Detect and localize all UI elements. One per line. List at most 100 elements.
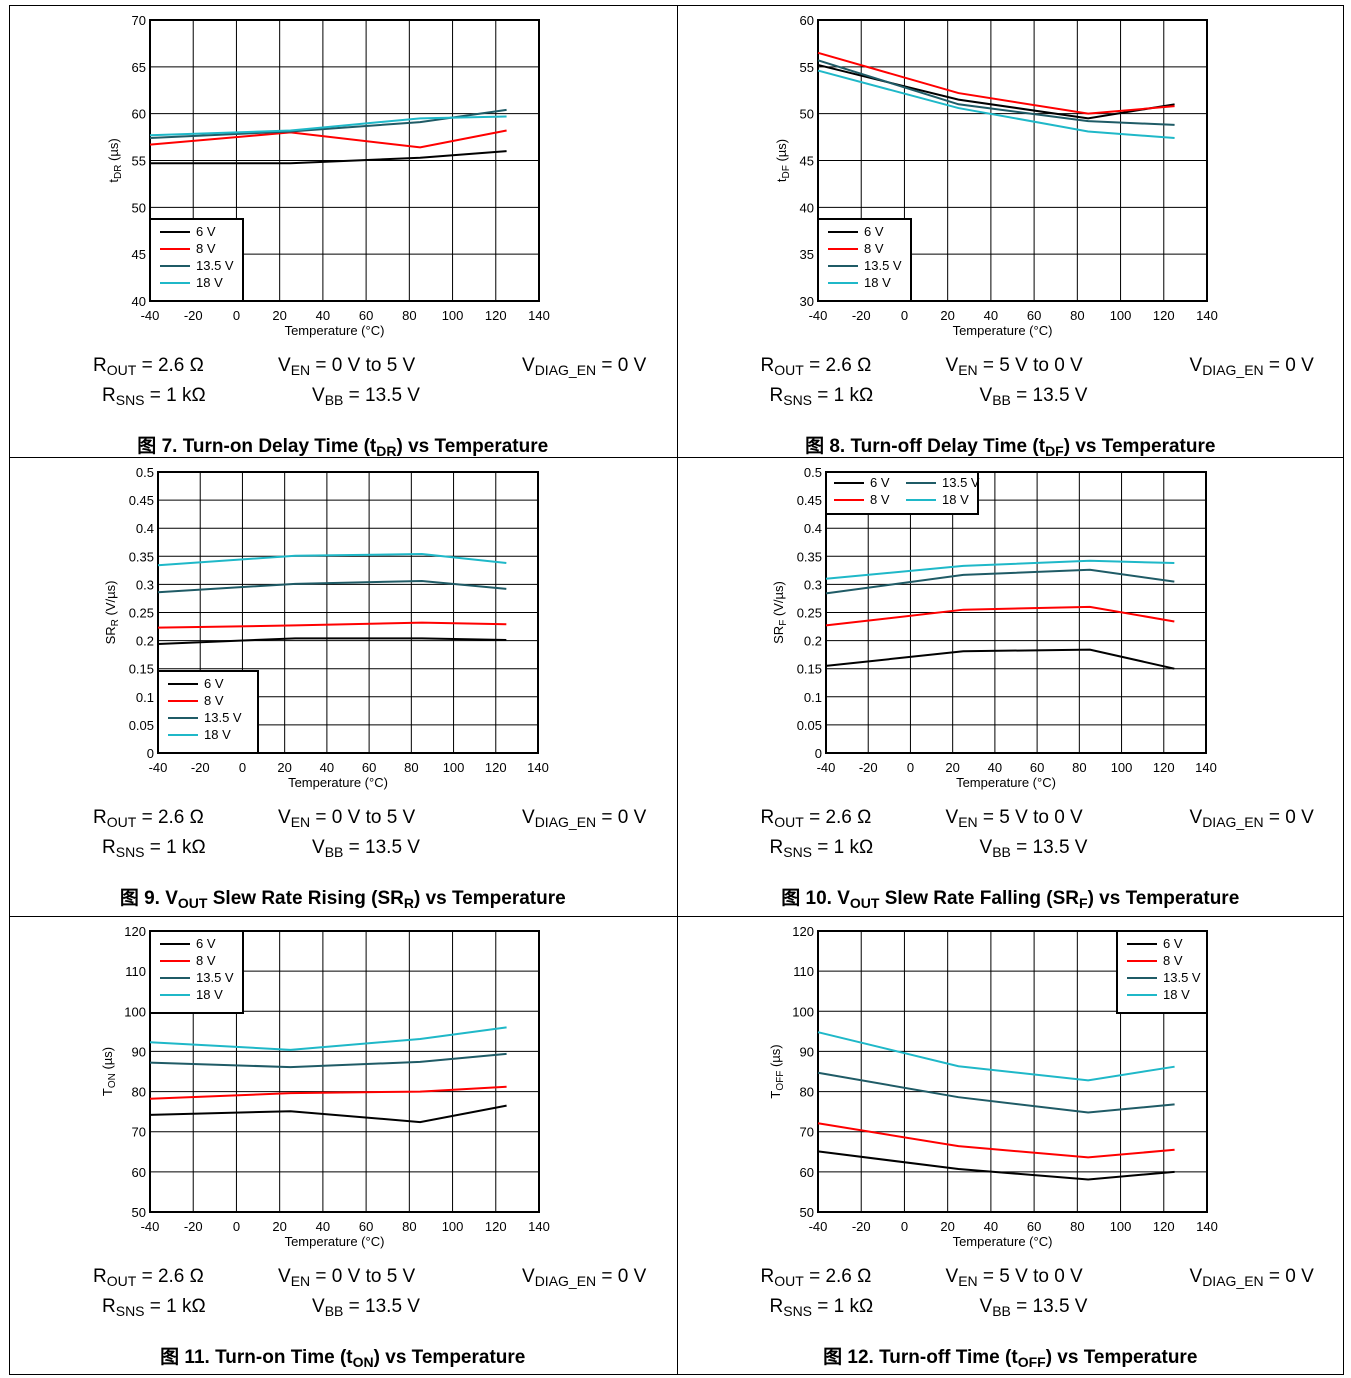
caption-pre: 图 8. Turn-off Delay Time (t (805, 436, 1046, 457)
series-line (149, 1085, 507, 1100)
cond-vbb-sub: BB (324, 1303, 344, 1319)
x-tick-label: 20 (272, 1219, 286, 1234)
chart-2: -40 -20 0 20 40 60 80 100 120 14030354045505560Te… (774, 13, 1218, 338)
cond-rsns-value: = 1 kΩ (144, 385, 206, 406)
x-tick-label: 80 (404, 760, 418, 775)
cond-rsns-value: = 1 kΩ (144, 1296, 206, 1317)
chart-5: -40 -20 0 20 40 60 80 100 120 140 50 60 70 80 90 100 110… (100, 924, 550, 1249)
caption-post-2: ) vs Temperature (413, 888, 566, 909)
series-line (150, 150, 507, 165)
cond-vbb: VBB = 13.5 V (312, 386, 420, 407)
cond-vdiag-en: VDIAG_EN = 0 V (1190, 1267, 1314, 1288)
series-line (149, 1052, 507, 1069)
frame-right (1343, 5, 1344, 1375)
y-axis-label: tDF (µs) (774, 139, 792, 182)
cond-ven-value: = 0 V to 5 V (310, 355, 416, 376)
cond-vdiag-en: VDIAG_EN = 0 V (522, 808, 646, 829)
cond-vbb-symbol: V (979, 385, 993, 406)
legend-label: 6 V (1163, 936, 1183, 951)
y-tick-label: 60 (132, 107, 146, 122)
cond-vbb-symbol: V (979, 837, 993, 858)
x-tick-label: 60 (362, 760, 376, 775)
legend-label: 8 V (204, 693, 224, 708)
cond-rsns-value: = 1 kΩ (144, 837, 206, 858)
chart-cell-4: -40 -20 0 20 40 60 80 100 120 140 0 0.05 0.1 0.15 0.2 0… (677, 457, 1345, 916)
caption-post-2: ) vs Temperature (1087, 888, 1240, 909)
cond-rsns-sub: SNS (783, 392, 813, 408)
cond-vdiag-en-sub: DIAG_EN (534, 1273, 597, 1289)
y-tick-label: 50 (799, 1205, 813, 1220)
legend-box (824, 471, 979, 515)
x-tick-label: 40 (316, 1219, 330, 1234)
x-tick-label: 120 (485, 1219, 507, 1234)
y-axis-label: tDR (µs) (106, 138, 124, 182)
y-tick-label: 0.15 (796, 662, 821, 677)
cond-vdiag-en: VDIAG_EN = 0 V (1190, 808, 1314, 829)
chart-cell-2: -40 -20 0 20 40 60 80 100 120 140 30 35 40 45 50 55 60 Te… (677, 5, 1345, 459)
legend-label: 13.5 V (1163, 970, 1201, 985)
cond-rsns: RSNS = 1 kΩ (102, 1297, 206, 1318)
y-tick-label: 60 (132, 1165, 146, 1180)
cond-ven-value: = 5 V to 0 V (977, 355, 1083, 376)
series-line (157, 580, 507, 594)
cond-rout: ROUT = 2.6 Ω (93, 356, 204, 377)
cond-vbb-value: = 13.5 V (343, 837, 420, 858)
caption-sub: OUT (177, 895, 208, 911)
cond-rout-symbol: R (760, 355, 775, 376)
y-tick-label: 40 (799, 200, 813, 215)
caption-sub-2: R (403, 895, 414, 911)
cond-ven-value: = 5 V to 0 V (977, 807, 1083, 828)
y-tick-label: 0.25 (129, 606, 154, 621)
plot-border (816, 930, 1208, 1213)
y-tick-label: 55 (132, 154, 146, 169)
cond-rout-value: = 2.6 Ω (803, 1266, 872, 1287)
y-tick-label: 0 (814, 746, 821, 761)
series-line (817, 1031, 1175, 1082)
cond-vdiag-en-sub: DIAG_EN (534, 814, 597, 830)
cond-rout-symbol: R (93, 1266, 107, 1287)
x-tick-label: 100 (443, 760, 465, 775)
cond-rout-value: = 2.6 Ω (136, 807, 204, 828)
cond-vdiag-en: VDIAG_EN = 0 V (522, 1267, 646, 1288)
cond-rsns-value: = 1 kΩ (812, 1296, 874, 1317)
x-tick-label: 60 (359, 308, 373, 323)
y-tick-label: 0.1 (803, 690, 821, 705)
cond-vbb-sub: BB (324, 392, 344, 408)
y-tick-label: 0 (147, 746, 154, 761)
x-tick-label: 20 (277, 760, 291, 775)
cond-vbb-sub: BB (324, 844, 344, 860)
cond-rsns: RSNS = 1 kΩ (102, 838, 206, 859)
x-tick-label: 100 (442, 308, 464, 323)
x-tick-label: 40 (320, 760, 334, 775)
cond-rout-value: = 2.6 Ω (136, 355, 204, 376)
x-axis-label: Temperature (°C) (288, 775, 388, 790)
series-line (149, 1104, 507, 1124)
cond-vbb-value: = 13.5 V (1010, 385, 1088, 406)
plot-border (149, 930, 540, 1213)
series-line (817, 51, 1175, 115)
cond-vbb: VBB = 13.5 V (980, 386, 1088, 407)
series-line (157, 553, 507, 567)
cond-ven-symbol: V (945, 1266, 959, 1287)
x-tick-label: 80 (1070, 308, 1084, 323)
x-tick-label: 60 (359, 1219, 373, 1234)
series-line (157, 621, 507, 629)
y-tick-label: 0.1 (136, 690, 154, 705)
y-tick-label: 0.35 (796, 549, 821, 564)
x-tick-label: 140 (1195, 760, 1217, 775)
figure-grid: -40 -20 0 20 40 60 80 100 120 140 40 45 50 55 60 65 70 Te… (9, 5, 1344, 1375)
caption-post: ) vs Temperature (396, 436, 549, 457)
caption-sub: ON (352, 1354, 374, 1370)
y-tick-label: 0.45 (129, 493, 154, 508)
series-line (157, 637, 507, 645)
x-tick-label: 120 (1152, 760, 1174, 775)
x-tick-label: -20 (858, 760, 877, 775)
x-tick-label: 120 (1152, 308, 1174, 323)
x-tick-label: 80 (402, 1219, 416, 1234)
y-tick-label: 50 (132, 200, 146, 215)
series-line (817, 59, 1175, 126)
plot-border (157, 471, 539, 754)
cond-rout-symbol: R (760, 807, 775, 828)
cond-rsns: RSNS = 1 kΩ (770, 386, 874, 407)
y-tick-label: 55 (799, 60, 813, 75)
